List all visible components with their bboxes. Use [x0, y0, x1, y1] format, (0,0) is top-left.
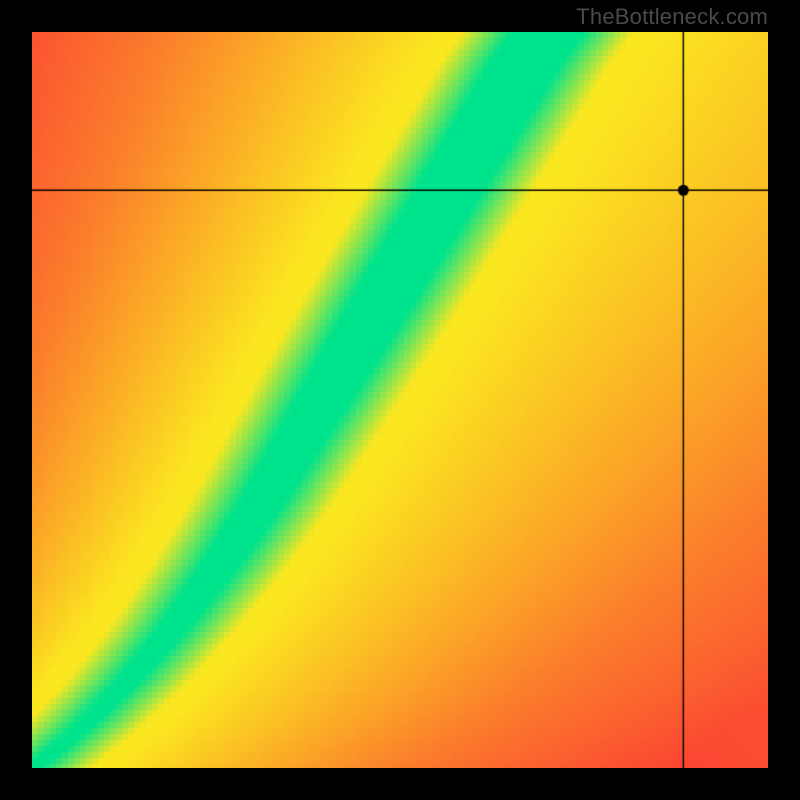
crosshair-overlay: [32, 32, 768, 768]
watermark-text: TheBottleneck.com: [576, 4, 768, 30]
chart-container: TheBottleneck.com: [0, 0, 800, 800]
